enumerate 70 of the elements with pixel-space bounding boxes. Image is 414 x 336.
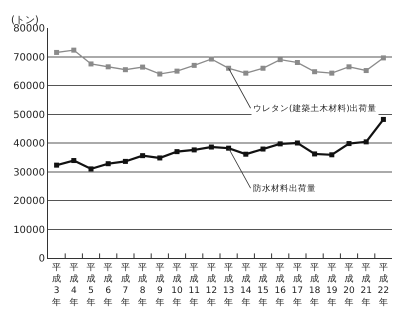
point [88, 166, 94, 172]
point [208, 56, 214, 62]
y-tick-label: 0 [38, 254, 45, 264]
point [174, 68, 180, 74]
y-tick-label: 10000 [13, 224, 45, 236]
point [243, 152, 248, 157]
point [294, 60, 300, 65]
point [380, 55, 386, 60]
point [192, 147, 197, 152]
x-tick-label: 平成10年 [171, 262, 183, 308]
y-tick-label: 50000 [13, 110, 45, 121]
x-tick-label: 平成9年 [155, 262, 164, 308]
x-tick-label: 平成17年 [292, 262, 304, 308]
x-tick-label: 平成4年 [69, 262, 78, 308]
point [122, 67, 128, 72]
point [364, 139, 369, 144]
point [329, 70, 334, 76]
point [54, 50, 60, 55]
x-tick-label: 平成3年 [52, 262, 62, 308]
point [364, 68, 369, 74]
y-tick-label: 30000 [13, 167, 45, 178]
point [174, 149, 180, 154]
x-tick-label: 平成18年 [308, 262, 321, 308]
point [140, 64, 146, 70]
point [312, 151, 318, 156]
x-tick-label: 平成6年 [104, 262, 113, 308]
x-tick-label: 平成22年 [378, 262, 390, 308]
point [208, 144, 214, 150]
point [329, 152, 334, 158]
point [346, 64, 352, 70]
x-tick-label: 平成7年 [120, 262, 130, 308]
point [106, 64, 111, 70]
x-tick-label: 平成11年 [188, 262, 200, 308]
x-tick-label: 平成21年 [360, 262, 372, 308]
point [312, 69, 318, 74]
point [88, 61, 94, 66]
y-tick-label: 80000 [13, 24, 45, 34]
x-tick-label: 平成16年 [274, 262, 286, 308]
point [157, 72, 162, 76]
x-tick-label: 平成19年 [326, 262, 338, 308]
x-tick-label: 平成8年 [138, 262, 148, 308]
point [243, 70, 248, 76]
point [192, 62, 197, 68]
point [71, 158, 76, 164]
x-tick-label: 平成5年 [86, 262, 96, 308]
point [278, 141, 283, 146]
point [260, 66, 266, 71]
point [226, 146, 232, 151]
point [122, 158, 128, 164]
point [294, 140, 300, 146]
text: 防水材料出荷量 [253, 183, 316, 194]
point [54, 162, 60, 168]
x-tick-label: 平成13年 [222, 262, 234, 308]
point [140, 153, 146, 158]
x-tick-label: 平成12年 [206, 262, 218, 308]
y-tick-label: 40000 [13, 138, 45, 150]
point [346, 141, 352, 146]
x-tick-label: 平成14年 [240, 262, 252, 308]
point [278, 57, 283, 62]
y-tick-label: 20000 [13, 196, 45, 207]
text: ウレタン(建築土木材料)出荷量 [253, 103, 377, 114]
point [380, 116, 386, 122]
point [71, 48, 76, 53]
point [106, 161, 111, 166]
x-tick-label: 平成20年 [343, 262, 355, 308]
point [260, 146, 266, 152]
x-tick-label: 平成15年 [257, 262, 269, 308]
point [157, 155, 162, 160]
y-tick-label: 60000 [13, 81, 45, 92]
y-tick-label: 70000 [13, 52, 45, 64]
